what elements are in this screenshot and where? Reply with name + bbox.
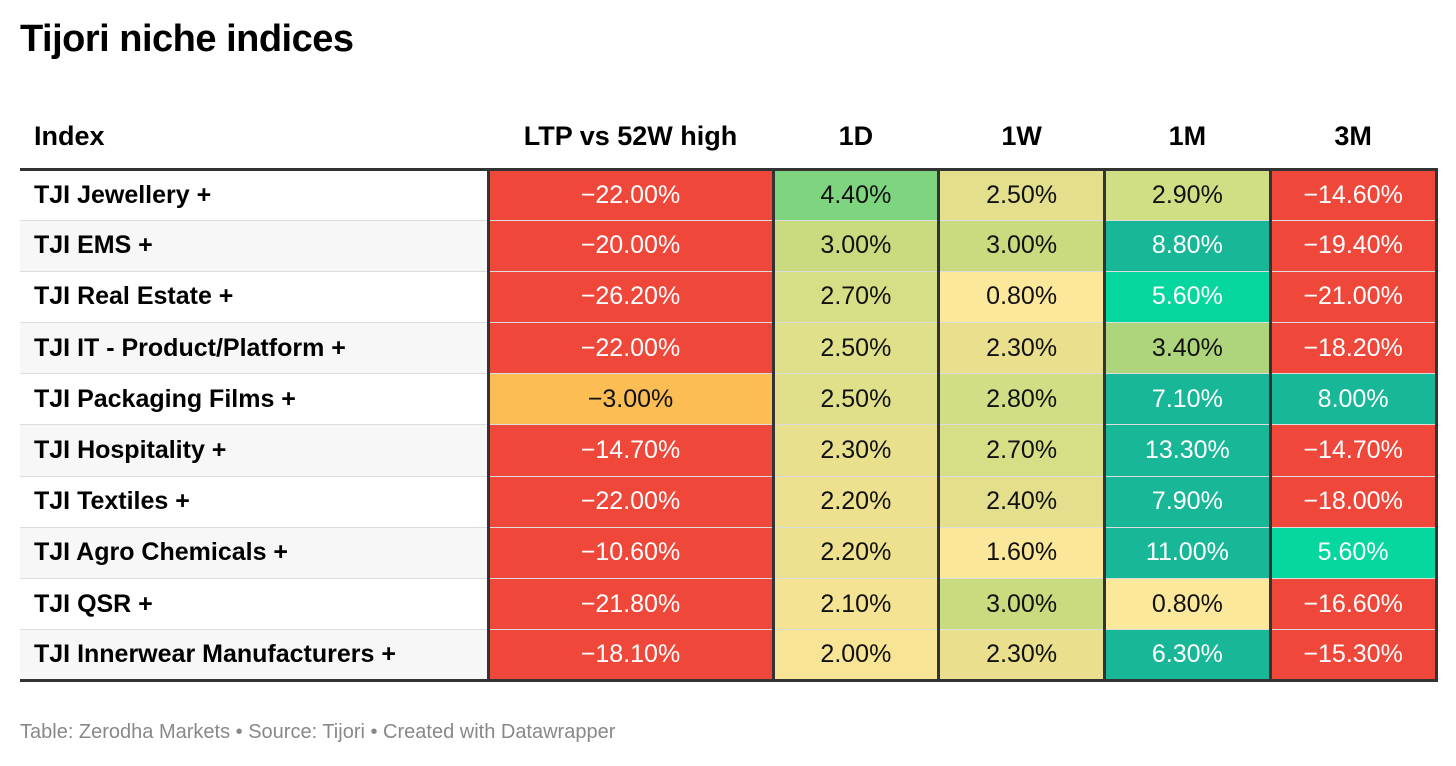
value-cell: −10.60% <box>486 527 775 580</box>
column-header-1m[interactable]: 1M <box>1104 106 1271 171</box>
index-name-cell: TJI Textiles + <box>20 476 488 528</box>
value-cell: −22.00% <box>486 169 775 221</box>
value-cell: 7.10% <box>1103 373 1272 426</box>
table-row: TJI Jewellery + −22.00% 4.40% 2.50% 2.90% −14… <box>20 169 1438 221</box>
value-cell: 3.00% <box>937 578 1106 631</box>
value-cell: 2.20% <box>771 527 941 580</box>
table-row: TJI Agro Chemicals + −10.60% 2.20% 1.60% 11.… <box>20 527 1438 580</box>
table-row: TJI Real Estate + −26.20% 2.70% 0.80% 5.60% −… <box>20 271 1438 324</box>
value-cell: 2.40% <box>937 476 1106 528</box>
value-cell: 3.00% <box>937 220 1106 272</box>
value-cell: −18.20% <box>1268 322 1438 375</box>
index-name-cell: TJI Agro Chemicals + <box>20 527 488 580</box>
column-header-1w[interactable]: 1W <box>938 106 1105 171</box>
table-row: TJI IT - Product/Platform + −22.00% 2.50% 2… <box>20 322 1438 375</box>
index-name-cell: TJI Jewellery + <box>20 169 488 221</box>
value-cell: −3.00% <box>486 373 775 426</box>
value-cell: 2.50% <box>771 373 941 426</box>
value-cell: 6.30% <box>1103 629 1272 683</box>
index-name-cell: TJI IT - Product/Platform + <box>20 322 488 375</box>
value-cell: 0.80% <box>937 271 1106 324</box>
value-cell: −20.00% <box>486 220 775 272</box>
index-name-cell: TJI Hospitality + <box>20 424 488 477</box>
index-name-cell: TJI Packaging Films + <box>20 373 488 426</box>
value-cell: 11.00% <box>1103 527 1272 580</box>
value-cell: 2.30% <box>937 629 1106 683</box>
column-header-ltp-vs-52w-high[interactable]: LTP vs 52W high <box>488 106 773 171</box>
value-cell: −16.60% <box>1268 578 1438 631</box>
value-cell: 2.70% <box>937 424 1106 477</box>
table-row: TJI QSR + −21.80% 2.10% 3.00% 0.80% −16.60% <box>20 578 1438 631</box>
value-cell: 1.60% <box>937 527 1106 580</box>
value-cell: 8.00% <box>1268 373 1438 426</box>
index-name-cell: TJI EMS + <box>20 220 488 272</box>
value-cell: 5.60% <box>1268 527 1438 580</box>
value-cell: 8.80% <box>1103 220 1272 272</box>
column-header-1d[interactable]: 1D <box>773 106 939 171</box>
column-header-index[interactable]: Index <box>20 106 488 171</box>
index-name-cell: TJI QSR + <box>20 578 488 631</box>
value-cell: 7.90% <box>1103 476 1272 528</box>
value-cell: 2.30% <box>937 322 1106 375</box>
value-cell: −26.20% <box>486 271 775 324</box>
value-cell: −21.00% <box>1268 271 1438 324</box>
value-cell: 3.40% <box>1103 322 1272 375</box>
value-cell: 2.00% <box>771 629 941 683</box>
value-cell: 5.60% <box>1103 271 1272 324</box>
value-cell: 2.50% <box>771 322 941 375</box>
value-cell: 2.10% <box>771 578 941 631</box>
value-cell: 2.80% <box>937 373 1106 426</box>
index-name-cell: TJI Real Estate + <box>20 271 488 324</box>
value-cell: −18.00% <box>1268 476 1438 528</box>
table-row: TJI Packaging Films + −3.00% 2.50% 2.80% 7.1… <box>20 373 1438 426</box>
table-row: TJI Hospitality + −14.70% 2.30% 2.70% 13.30%… <box>20 424 1438 477</box>
value-cell: −14.70% <box>486 424 775 477</box>
value-cell: −19.40% <box>1268 220 1438 272</box>
table-row: TJI Textiles + −22.00% 2.20% 2.40% 7.90% −18.… <box>20 476 1438 528</box>
header-row: Index LTP vs 52W high 1D 1W 1M 3M <box>20 106 1436 171</box>
value-cell: −18.10% <box>486 629 775 683</box>
value-cell: 2.20% <box>771 476 941 528</box>
value-cell: −14.70% <box>1268 424 1438 477</box>
column-header-3m[interactable]: 3M <box>1270 106 1436 171</box>
value-cell: −15.30% <box>1268 629 1438 683</box>
chart-title: Tijori niche indices <box>20 18 354 60</box>
value-cell: 3.00% <box>771 220 941 272</box>
index-name-cell: TJI Innerwear Manufacturers + <box>20 629 488 683</box>
value-cell: 13.30% <box>1103 424 1272 477</box>
value-cell: 4.40% <box>771 169 941 221</box>
value-cell: −21.80% <box>486 578 775 631</box>
table-row: TJI EMS + −20.00% 3.00% 3.00% 8.80% −19.40% <box>20 220 1438 272</box>
table-row: TJI Innerwear Manufacturers + −18.10% 2.00… <box>20 629 1438 683</box>
value-cell: 2.70% <box>771 271 941 324</box>
value-cell: 0.80% <box>1103 578 1272 631</box>
heatmap-table: Index LTP vs 52W high 1D 1W 1M 3M TJI Je… <box>20 106 1438 683</box>
value-cell: −22.00% <box>486 476 775 528</box>
value-cell: 2.30% <box>771 424 941 477</box>
source-footer: Table: Zerodha Markets • Source: Tijori … <box>20 721 616 743</box>
value-cell: −22.00% <box>486 322 775 375</box>
value-cell: −14.60% <box>1268 169 1438 221</box>
value-cell: 2.90% <box>1103 169 1272 221</box>
value-cell: 2.50% <box>937 169 1106 221</box>
table-body: TJI Jewellery + −22.00% 4.40% 2.50% 2.90% −14… <box>20 169 1438 683</box>
